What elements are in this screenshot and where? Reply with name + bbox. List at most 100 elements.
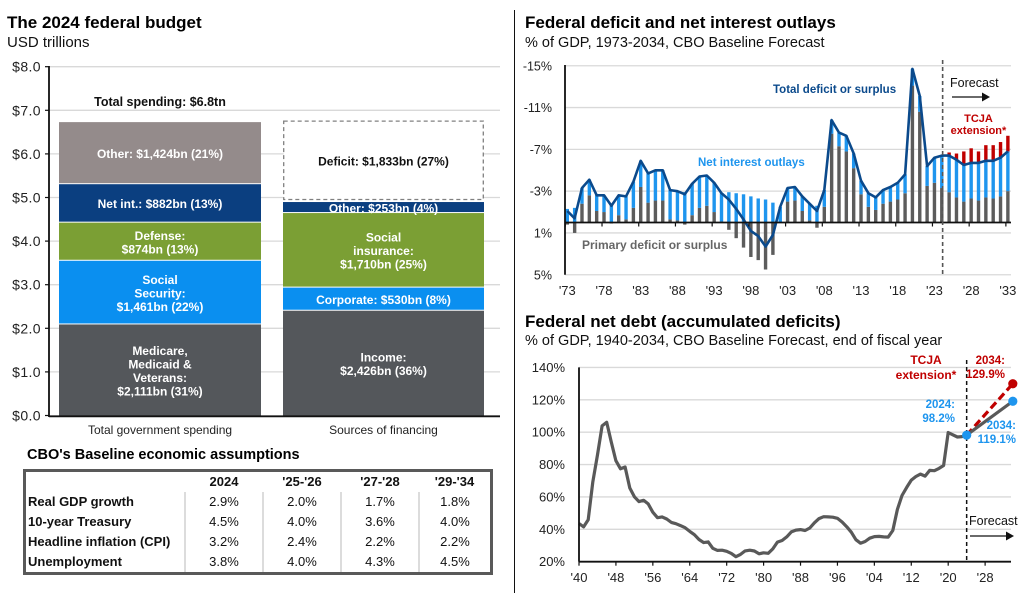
- net-interest-bar: [932, 157, 937, 183]
- assumptions-grid: 2024 '25-'26 '27-'28 '29-'34 Real GDP gr…: [26, 472, 490, 572]
- y-tick-label: $0.0: [12, 408, 41, 424]
- tcja-extension-bar: [969, 148, 973, 163]
- baseline-forecast-line: [965, 399, 1014, 437]
- net-interest-bar: [624, 196, 628, 220]
- net-interest-bar: [653, 170, 658, 201]
- y-tick-label: 1%: [534, 226, 552, 240]
- primary-deficit-bar: [940, 188, 944, 223]
- tcja-extension-bar: [1006, 135, 1010, 152]
- baseline-2024-marker: [962, 430, 972, 440]
- table-cell: 1.8%: [418, 492, 490, 512]
- net-interest-bar: [851, 153, 856, 169]
- table-row: Headline inflation (CPI) 3.2% 2.4% 2.2% …: [26, 532, 490, 552]
- panel-divider: [514, 10, 515, 593]
- net-interest-bar: [896, 182, 900, 200]
- x-tick-label: '20: [940, 570, 957, 585]
- primary-surplus-bar: [749, 222, 753, 257]
- primary-deficit-bar: [639, 186, 643, 223]
- x-tick-label: '08: [816, 283, 833, 298]
- deficit-chart: -15% -11% -7% -3% 1% 5% '73 '78 '83 '88 '93 '98 '03 '…: [523, 59, 1017, 298]
- x-tick-label: '03: [779, 283, 796, 298]
- stacked-bar-sources-of-financing: Income:$2,426bn (36%) Corporate: $530bn (…: [283, 120, 484, 416]
- net-interest-bar: [756, 198, 760, 223]
- primary-deficit-bar: [697, 207, 702, 223]
- table-cell: 2.0%: [262, 492, 341, 512]
- net-interest-bar: [771, 202, 775, 223]
- primary-surplus-bar: [572, 222, 577, 233]
- y-tick-label: $2.0: [12, 320, 41, 336]
- y-tick-label: 60%: [539, 489, 565, 504]
- net-interest-bar: [565, 208, 569, 223]
- bar-segment-label: $874bn (13%): [122, 242, 199, 256]
- net-debt-chart: 20% 40% 60% 80% 100% 120% 140% '40 '48 '56 '64 '72 '…: [532, 353, 1018, 585]
- tcja-label: extension*: [896, 368, 957, 382]
- category-label: Total government spending: [88, 423, 232, 437]
- y-tick-label: $7.0: [12, 102, 41, 118]
- primary-deficit-bar: [969, 198, 973, 223]
- bar-segment-label: Medicaid &: [128, 358, 192, 372]
- x-tick-label: '83: [632, 283, 649, 298]
- primary-surplus-bar: [734, 222, 738, 239]
- net-interest-bar: [881, 190, 885, 204]
- primary-deficit-bar: [675, 220, 680, 223]
- net-interest-bar: [793, 186, 797, 201]
- x-tick-label: '98: [742, 283, 759, 298]
- net-interest-bar: [712, 182, 716, 213]
- table-cell: 2.2%: [340, 532, 419, 552]
- tcja-2034-value: 129.9%: [966, 369, 1005, 381]
- net-interest-bar: [859, 180, 863, 195]
- category-label: Sources of financing: [329, 423, 438, 437]
- primary-deficit-bar: [910, 85, 915, 223]
- header-cell: '29-'34: [434, 474, 475, 489]
- primary-deficit-bar: [668, 219, 672, 223]
- net-interest-bar: [837, 132, 841, 147]
- primary-deficit-bar: [631, 207, 636, 223]
- total-deficit-label: Total deficit or surplus: [773, 84, 896, 96]
- debt-chart-title: Federal net debt (accumulated deficits): [525, 312, 841, 331]
- table-title: CBO's Baseline economic assumptions: [27, 447, 300, 463]
- net-interest-bar: [639, 160, 643, 187]
- primary-surplus-bar: [741, 222, 746, 248]
- tcja-extension-bar: [962, 151, 966, 166]
- table-cell: 4.0%: [262, 552, 341, 572]
- primary-deficit-bar: [793, 200, 797, 223]
- y-tick-label: 100%: [532, 425, 566, 440]
- primary-deficit-bar: [624, 219, 628, 223]
- primary-deficit-bar: [888, 201, 893, 223]
- y-tick-label: 40%: [539, 522, 565, 537]
- net-interest-bar: [697, 176, 702, 208]
- tcja-2034-value: 2034:: [976, 355, 1005, 367]
- x-tick-label: '40: [571, 570, 588, 585]
- bar-segment-label: insurance:: [353, 244, 414, 258]
- deficit-chart-subtitle: % of GDP, 1973-2034, CBO Baseline Foreca…: [525, 35, 825, 51]
- primary-deficit-bar: [991, 198, 995, 223]
- net-interest-bar: [778, 206, 782, 223]
- net-interest-bar: [785, 188, 790, 202]
- forecast-arrow-icon: [970, 531, 1014, 541]
- bar-segment-net-interest: [59, 184, 261, 222]
- x-tick-label: '12: [903, 570, 920, 585]
- net-interest-bar: [962, 165, 966, 202]
- primary-deficit-bar: [998, 196, 1003, 223]
- net-interest-bar: [947, 155, 951, 193]
- x-tick-label: '88: [669, 283, 686, 298]
- primary-surplus-bar: [565, 222, 569, 225]
- tcja-extension-bar: [954, 153, 959, 160]
- net-interest-bar: [998, 157, 1003, 197]
- total-spending-annotation: Total spending: $6.8tn: [94, 95, 226, 109]
- net-interest-bar: [815, 205, 819, 223]
- table-row: 10-year Treasury 4.5% 4.0% 3.6% 4.0%: [26, 512, 490, 532]
- net-interest-bar: [888, 186, 893, 202]
- net-interest-bar: [874, 197, 878, 210]
- bar-segment-other: [59, 122, 261, 184]
- x-tick-label: '48: [607, 570, 624, 585]
- bar-segment-label: Social: [142, 273, 177, 287]
- table-cell: 4.3%: [340, 552, 419, 572]
- primary-surplus-bar: [815, 222, 819, 228]
- net-interest-bar: [631, 181, 636, 208]
- bar-segment-other: [283, 202, 484, 213]
- primary-deficit-bar: [822, 206, 827, 223]
- primary-deficit-bar: [918, 111, 922, 223]
- y-tick-label: $5.0: [12, 190, 41, 206]
- x-tick-label: '88: [792, 570, 809, 585]
